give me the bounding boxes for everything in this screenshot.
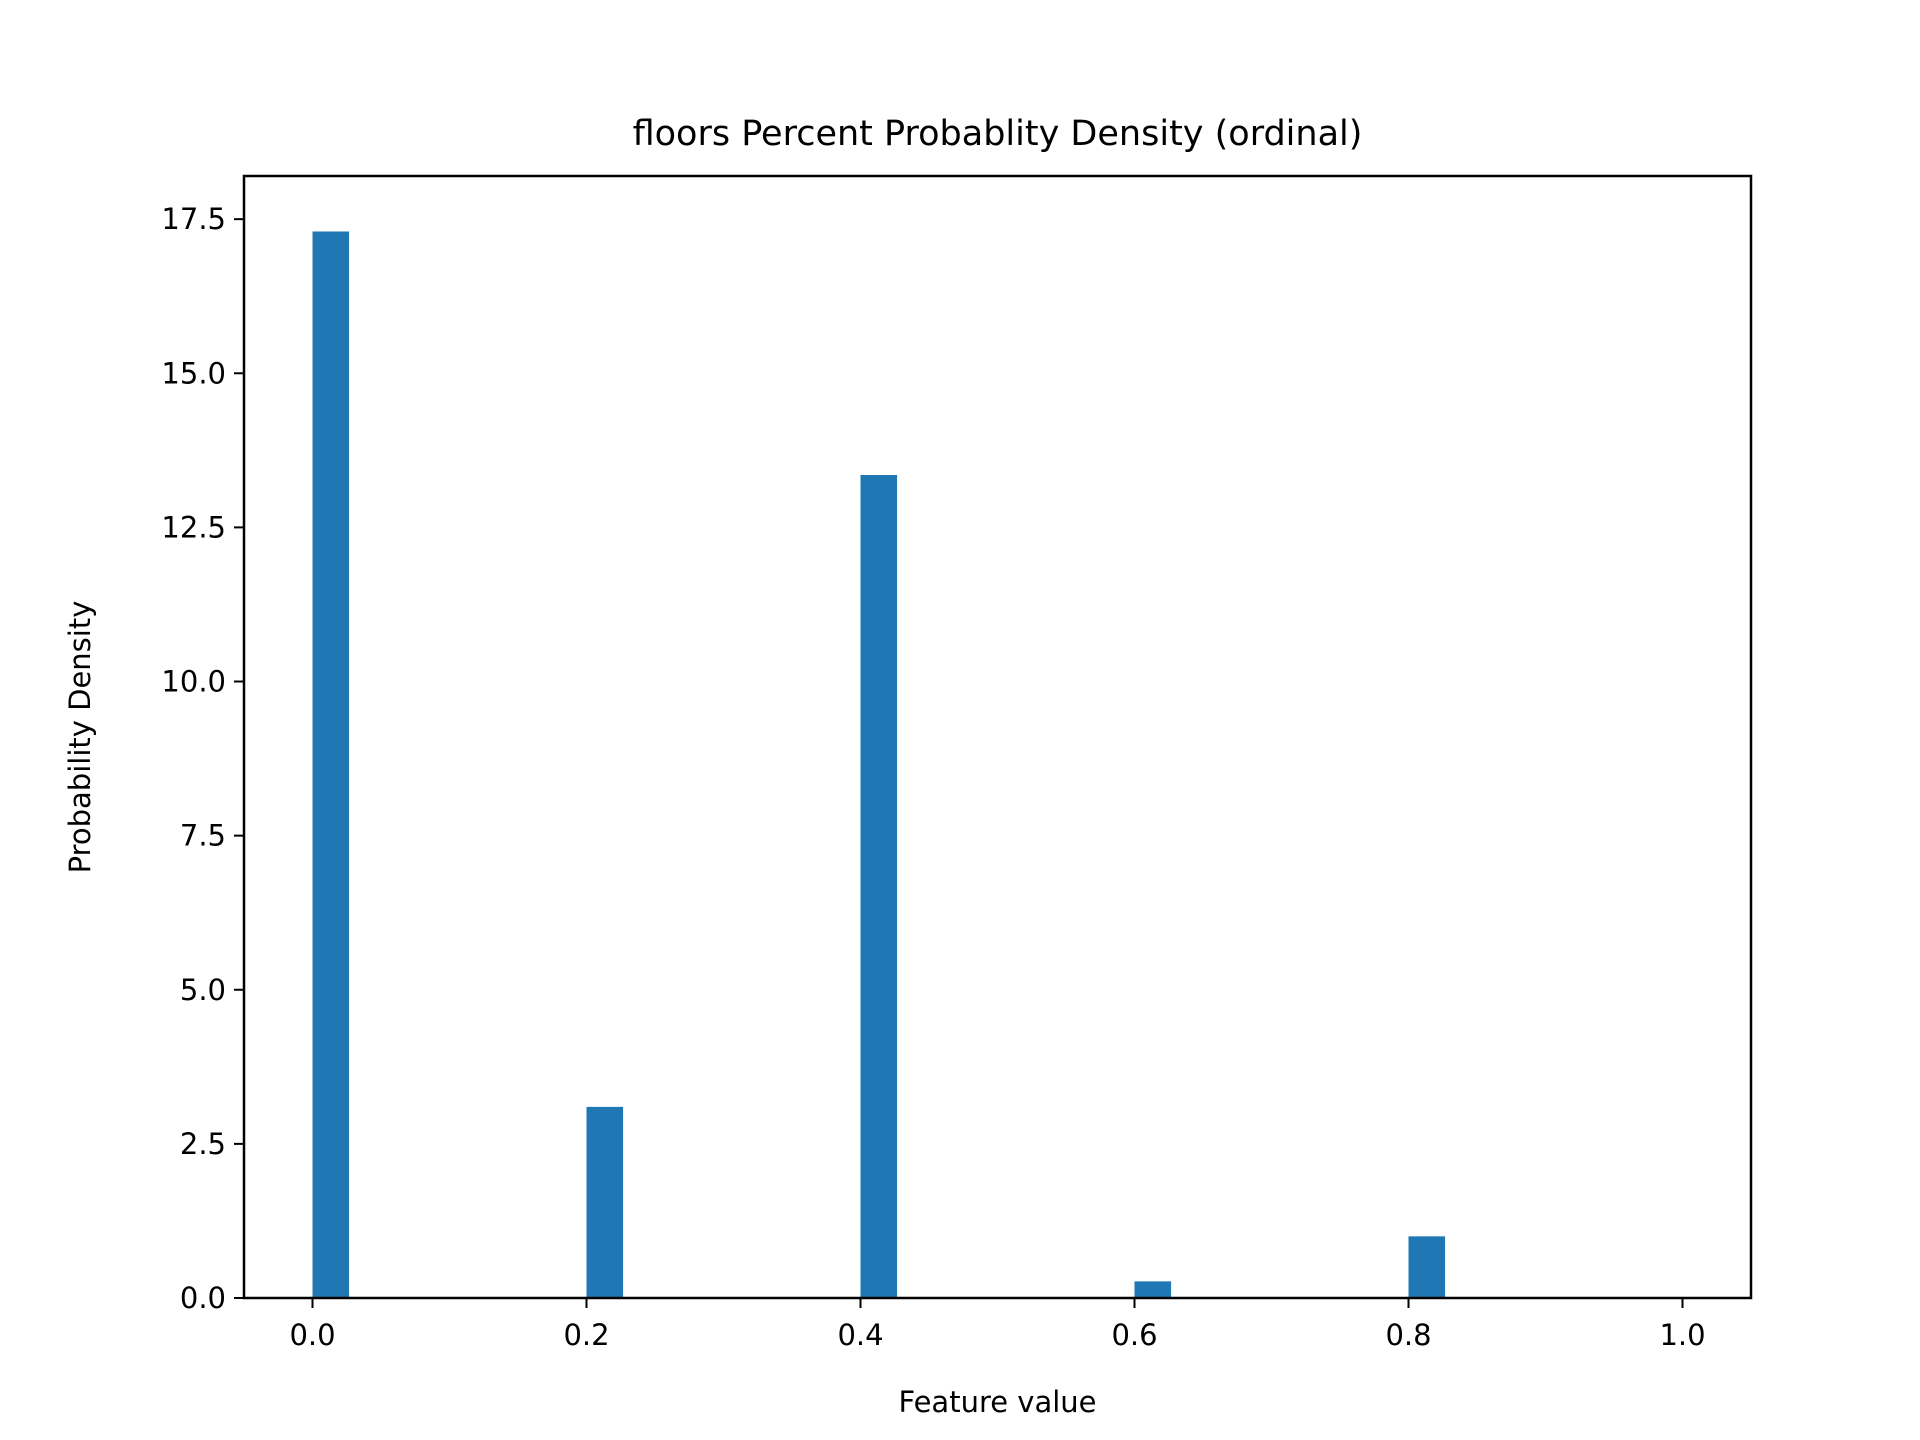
y-tick-label-7: 17.5: [161, 202, 226, 236]
x-tick-label-4: 0.8: [1385, 1318, 1431, 1352]
histogram-bar-4: [1408, 1236, 1446, 1298]
histogram-bar-3: [1134, 1281, 1172, 1298]
x-tick-label-3: 0.6: [1111, 1318, 1157, 1352]
plot-frame: [242, 174, 1753, 1300]
bars-layer: [312, 231, 1446, 1298]
x-tick-label-2: 0.4: [837, 1318, 883, 1352]
y-tick-label-0: 0.0: [180, 1281, 226, 1315]
x-tick-label-5: 1.0: [1659, 1318, 1705, 1352]
y-axis-label: Probability Density: [63, 601, 97, 874]
y-tick-label-5: 12.5: [161, 510, 226, 544]
x-tick-label-1: 0.2: [563, 1318, 609, 1352]
x-tick-label-0: 0.0: [289, 1318, 335, 1352]
histogram-bar-2: [860, 474, 898, 1298]
y-tick-label-1: 2.5: [180, 1127, 226, 1161]
y-tick-label-2: 5.0: [180, 973, 226, 1007]
histogram-bar-1: [586, 1106, 624, 1298]
x-axis-label: Feature value: [898, 1385, 1096, 1419]
y-tick-label-6: 15.0: [161, 356, 226, 390]
y-tick-label-3: 7.5: [180, 819, 226, 853]
ticks-layer: 0.0 0.2 0.4 0.6 0.8 1.0 0.0 2.5 5.0 7.5 10.0 12.5 15…: [161, 202, 1705, 1352]
y-tick-label-4: 10.0: [161, 665, 226, 699]
histogram-bar-0: [312, 231, 350, 1298]
chart-title: floors Percent Probablity Density (ordin…: [633, 114, 1363, 154]
